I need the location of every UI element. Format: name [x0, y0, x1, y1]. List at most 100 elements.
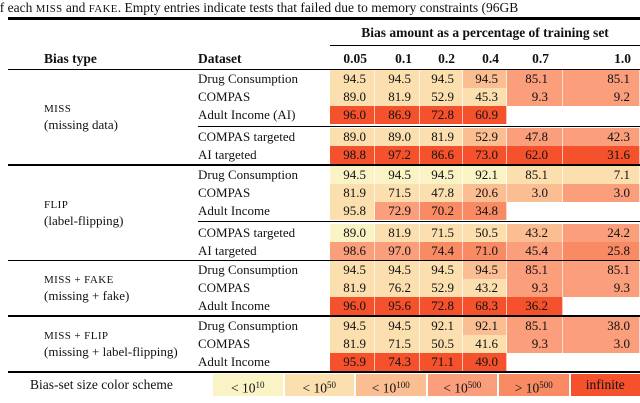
- value-cell: 81.9: [330, 334, 375, 353]
- value-cell: 94.5: [420, 165, 463, 184]
- value-cell: 31.6: [563, 146, 640, 164]
- value-cell: 71.0: [463, 241, 507, 260]
- legend-item-exponent: 50: [327, 379, 336, 390]
- span-header-row: Bias amount as a percentage of training …: [8, 20, 640, 43]
- dataset-label: Drug Consumption: [198, 71, 299, 86]
- legend-item-text: < 10: [231, 380, 256, 396]
- value-cell: 94.5: [375, 316, 420, 335]
- value-cell: 92.1: [420, 316, 463, 335]
- bias-type-name: FLIP: [44, 198, 69, 211]
- empty-cell: [563, 297, 640, 315]
- value-cell: 43.2: [507, 223, 563, 242]
- value-cell: 45.4: [507, 241, 563, 260]
- amount-column-header: 0.4: [482, 50, 499, 66]
- amount-column-header: 0.05: [343, 50, 367, 66]
- value-cell: 72.8: [420, 297, 463, 315]
- value-cell: 81.9: [375, 88, 420, 106]
- value-cell: 85.1: [507, 316, 563, 335]
- legend-item: < 1050: [284, 374, 354, 396]
- empty-cell: [507, 353, 563, 371]
- legend-item-text: < 10: [302, 380, 328, 396]
- bias-group: FLIP (label-flipping) Drug Consumption 94.5…: [8, 165, 640, 260]
- value-cell: 34.8: [463, 201, 507, 220]
- bias-type-description: (label-flipping): [44, 212, 124, 228]
- value-cell: 9.2: [563, 88, 640, 106]
- caption-text: of each MISS and FAKE. Empty entries ind…: [0, 0, 519, 15]
- header-bottom-rule: [8, 68, 640, 70]
- legend-item-text: > 10: [514, 380, 540, 396]
- value-cell: 52.9: [463, 128, 507, 146]
- empty-cell: [507, 106, 563, 124]
- value-cell: 94.5: [330, 70, 375, 88]
- value-cell: 94.5: [330, 261, 375, 279]
- legend-item-exponent: 500: [467, 379, 482, 390]
- dataset-label: Adult Income: [198, 298, 270, 313]
- value-cell: 43.2: [463, 279, 507, 297]
- value-cell: 3.0: [563, 183, 640, 202]
- value-cell: 97.2: [375, 146, 420, 164]
- group-separator-rule: [8, 164, 640, 166]
- targeted-section-rule: [198, 125, 640, 127]
- amount-column-header: 1.0: [614, 50, 631, 66]
- value-cell: 95.8: [330, 201, 375, 220]
- column-header-row: Bias type Dataset 0.05 0.1 0.2 0.4 0.7 1.0: [8, 46, 640, 69]
- value-cell: 92.1: [463, 316, 507, 335]
- value-cell: 71.5: [420, 223, 463, 242]
- dataset-label: COMPAS: [198, 89, 251, 104]
- value-cell: 20.6: [463, 183, 507, 202]
- empty-cell: [563, 106, 640, 124]
- value-cell: 89.0: [330, 128, 375, 146]
- value-cell: 85.1: [507, 165, 563, 184]
- value-cell: 92.1: [463, 165, 507, 184]
- amount-column-header: 0.7: [532, 50, 549, 66]
- dataset-label: Drug Consumption: [198, 262, 299, 277]
- dataset-label: COMPAS targeted: [198, 224, 296, 240]
- bias-group: MISS (missing data) Drug Consumption 94.5 94…: [8, 70, 640, 164]
- value-cell: 42.3: [563, 128, 640, 146]
- legend-item-text: < 10: [371, 380, 397, 396]
- value-cell: 52.9: [420, 279, 463, 297]
- value-cell: 94.5: [330, 316, 375, 335]
- value-cell: 9.3: [507, 334, 563, 353]
- legend-item: > 10500: [499, 374, 569, 396]
- empty-cell: [563, 202, 640, 220]
- bias-type-name: MISS: [44, 103, 72, 115]
- dataset-label: COMPAS: [198, 184, 251, 200]
- value-cell: 49.0: [463, 352, 507, 371]
- empty-cell: [563, 353, 640, 371]
- legend-label: Bias-set size color scheme: [30, 377, 173, 392]
- dataset-label: COMPAS: [198, 335, 251, 351]
- table-top-rule: [8, 17, 640, 20]
- value-cell: 9.3: [507, 279, 563, 297]
- bias-type-label: MISS + FLIP (missing + label-flipping): [8, 328, 198, 360]
- value-cell: 71.1: [420, 352, 463, 371]
- value-cell: 47.8: [420, 183, 463, 202]
- span-header-underline: [330, 44, 640, 46]
- value-cell: 85.1: [507, 261, 563, 279]
- value-cell: 81.9: [420, 128, 463, 146]
- value-cell: 89.0: [330, 88, 375, 106]
- value-cell: 94.5: [463, 261, 507, 279]
- legend-item: < 10500: [427, 374, 497, 396]
- value-cell: 70.2: [420, 201, 463, 220]
- dataset-label: COMPAS targeted: [198, 129, 296, 144]
- legend-row: Bias-set size color scheme < 1010 < 1050 <…: [8, 374, 640, 396]
- dataset-label: Adult Income: [198, 353, 270, 369]
- value-cell: 9.3: [507, 88, 563, 106]
- value-cell: 3.0: [563, 334, 640, 353]
- dataset-column-header: Dataset: [198, 50, 242, 66]
- value-cell: 9.3: [563, 279, 640, 297]
- value-cell: 41.6: [463, 334, 507, 353]
- value-cell: 74.4: [420, 241, 463, 260]
- legend-item-text: < 10: [443, 380, 468, 396]
- value-cell: 3.0: [507, 183, 563, 202]
- value-cell: 85.1: [507, 70, 563, 88]
- value-cell: 96.0: [330, 106, 375, 124]
- dataset-label: COMPAS: [198, 280, 251, 295]
- value-cell: 50.5: [463, 223, 507, 242]
- legend-item: infinite: [570, 374, 640, 396]
- legend-item-exponent: 500: [539, 379, 553, 390]
- legend-item-exponent: 100: [396, 379, 410, 390]
- bias-type-description: (missing + fake): [44, 288, 130, 303]
- legend-scale: < 1010 < 1050 < 10100 < 10500 > 10500 infinit…: [213, 374, 640, 396]
